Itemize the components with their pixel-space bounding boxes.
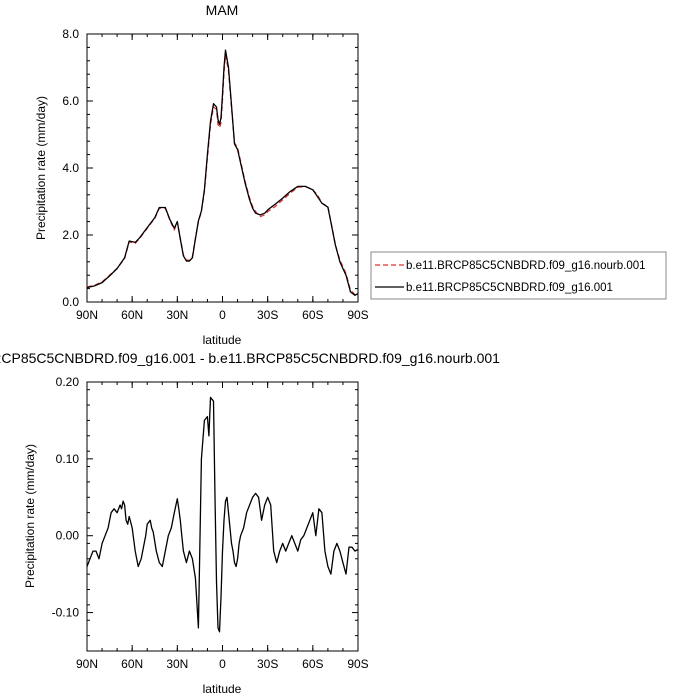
series-line-1: [86, 49, 359, 296]
y-tick-label: 6.0: [62, 94, 79, 108]
x-tick-label: 30N: [166, 308, 188, 322]
x-tick-label: 90S: [347, 308, 368, 322]
y-tick-label: 4.0: [62, 161, 79, 175]
x-tick-label: 60S: [302, 308, 323, 322]
y-axis-label: Precipitation rate (mm/day): [34, 96, 48, 240]
x-axis-label: latitude: [203, 682, 242, 696]
x-tick-label: 90S: [347, 657, 368, 671]
top-chart: MAM Precipitation rate (mm/day) latitude…: [34, 2, 369, 347]
y-tick-label: 0.00: [56, 529, 80, 543]
x-tick-label: 30S: [257, 308, 278, 322]
plot-frame: [86, 33, 359, 303]
bottom-chart: b.e11.BRCP85C5CNBDRD.f09_g16.001 - b.e11…: [0, 350, 500, 696]
x-tick-label: 60S: [302, 657, 323, 671]
chart-title: MAM: [206, 2, 239, 18]
series-line-0: [86, 396, 359, 633]
legend-box: [370, 251, 667, 300]
y-tick-label: 2.0: [62, 228, 79, 242]
y-axis-label: Precipitation rate (mm/day): [23, 444, 37, 588]
x-tick-label: 30N: [166, 657, 188, 671]
legend: b.e11.BRCP85C5CNBDRD.f09_g16.nourb.001 b…: [370, 251, 667, 300]
x-tick-label: 0: [219, 308, 226, 322]
chart-title: b.e11.BRCP85C5CNBDRD.f09_g16.001 - b.e11…: [0, 350, 500, 366]
legend-entry: b.e11.BRCP85C5CNBDRD.f09_g16.001: [406, 282, 613, 294]
plot-frame: [86, 381, 359, 652]
x-tick-label: 60N: [121, 657, 143, 671]
x-tick-label: 90N: [76, 308, 98, 322]
x-tick-label: 0: [219, 657, 226, 671]
x-tick-label: 30S: [257, 657, 278, 671]
axis-ticks: 90N 60N 30N 0 30S 60S 90S -0.10 0.00 0.10 0.20: [52, 375, 369, 671]
y-tick-label: 0.10: [56, 452, 80, 466]
y-tick-label: -0.10: [52, 606, 80, 620]
y-tick-label: 8.0: [62, 27, 79, 41]
series-lines: [86, 49, 359, 296]
legend-entry: b.e11.BRCP85C5CNBDRD.f09_g16.nourb.001: [406, 260, 646, 272]
y-tick-label: 0.0: [62, 295, 79, 309]
axis-ticks: 90N 60N 30N 0 30S 60S 90S 0.0 2.0 4.0 6.0 8.0: [62, 27, 368, 322]
series-lines: [86, 396, 359, 633]
x-tick-label: 60N: [121, 308, 143, 322]
x-tick-label: 90N: [76, 657, 98, 671]
y-tick-label: 0.20: [56, 375, 80, 389]
x-axis-label: latitude: [203, 333, 242, 347]
